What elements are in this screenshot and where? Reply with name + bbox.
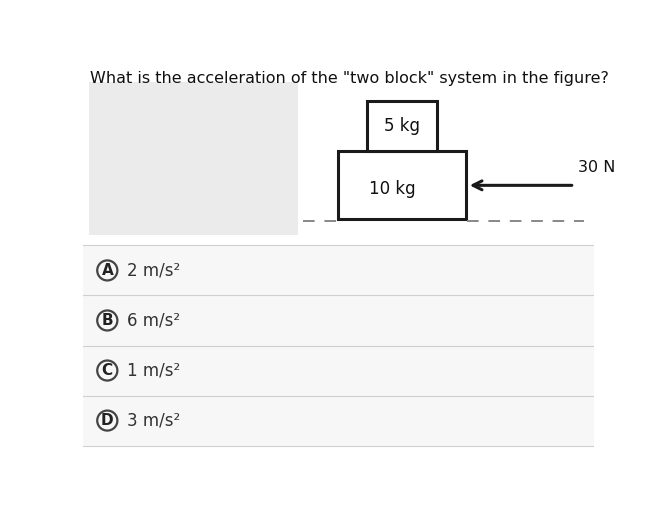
Text: What is the acceleration of the "two block" system in the figure?: What is the acceleration of the "two blo… (90, 71, 609, 86)
Text: 30 N: 30 N (579, 160, 616, 175)
Bar (82, 345, 594, 395)
Bar (88, 82, 298, 235)
Bar (300, 82, 588, 235)
Bar (82, 245, 594, 295)
Text: B: B (102, 313, 113, 328)
Text: A: A (102, 263, 113, 278)
Text: 5 kg: 5 kg (384, 118, 420, 135)
Bar (338, 152, 466, 219)
Bar (368, 102, 437, 152)
Text: D: D (101, 413, 114, 428)
Text: 2 m/s²: 2 m/s² (127, 262, 181, 279)
Text: 3 m/s²: 3 m/s² (127, 412, 181, 430)
Bar (82, 395, 594, 445)
Bar (82, 295, 594, 345)
Text: C: C (102, 363, 113, 378)
Text: 10 kg: 10 kg (369, 180, 415, 198)
Text: 6 m/s²: 6 m/s² (127, 312, 181, 329)
Text: 1 m/s²: 1 m/s² (127, 362, 181, 380)
